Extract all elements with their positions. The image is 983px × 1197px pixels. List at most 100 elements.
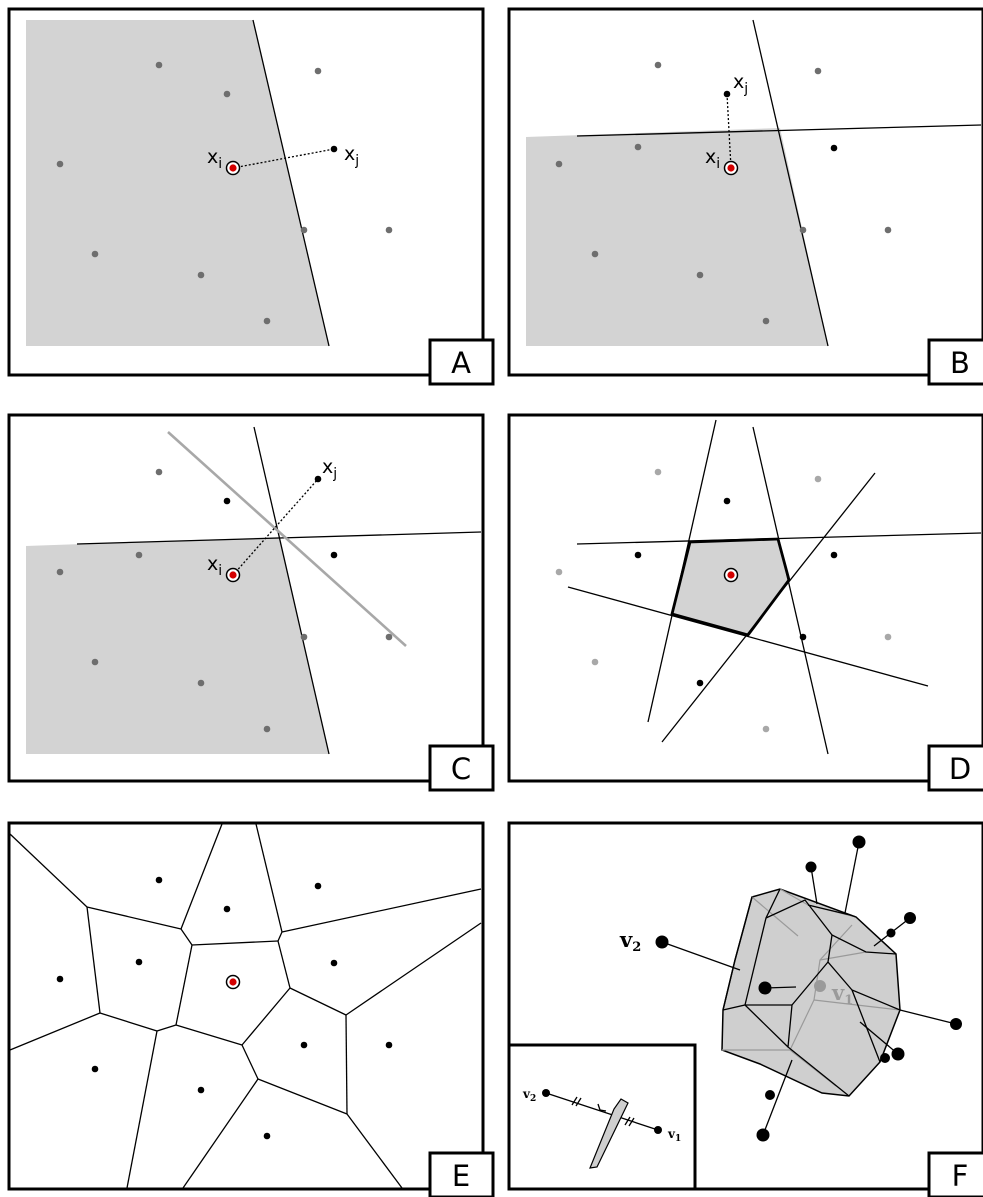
inset-tick [571, 1096, 578, 1106]
neighbor-point-xj [330, 145, 338, 153]
polyhedron-edge [827, 934, 901, 1011]
polyhedron-edge [807, 904, 857, 918]
site-point [385, 1041, 393, 1049]
site-point [385, 226, 393, 234]
panel-a-tag-box [428, 338, 495, 386]
site-point [314, 882, 322, 890]
panel-c-region [26, 537, 329, 754]
panel-c-tag: C [451, 752, 471, 786]
voronoi-edge [180, 928, 193, 946]
site-point [223, 905, 231, 913]
voronoi-edge [277, 940, 291, 989]
voronoi-edge [175, 1024, 243, 1046]
panel-d-points [555, 468, 892, 733]
voronoi-edge [257, 1078, 348, 1115]
panel-a-bisector [252, 19, 330, 347]
neighbor-point [852, 835, 866, 849]
panel-f-inset: v2 v1 [507, 1043, 697, 1191]
neighbor-point [765, 1090, 775, 1100]
site-point [263, 725, 271, 733]
voronoi-edge [126, 1030, 158, 1189]
stalk-line [762, 1059, 793, 1136]
panel-b-bisector-1 [752, 19, 829, 347]
panel-f: v2 v1 v2 v1 F [507, 821, 983, 1197]
panel-a-xi-label: xi [207, 146, 222, 172]
site-point [330, 959, 338, 967]
inset-v2-label: v2 [522, 1087, 536, 1104]
site-point [155, 468, 163, 476]
site-point [91, 250, 99, 258]
polyhedron-edge [722, 896, 753, 1011]
site-point [314, 67, 322, 75]
voronoi-edge [86, 906, 182, 930]
panel-a-points [56, 61, 393, 325]
voronoi-edge [346, 1113, 403, 1189]
highlighted-point-xi [225, 567, 241, 583]
panel-b-connector [726, 93, 732, 169]
panel-e-tag: E [452, 1159, 470, 1193]
voronoi-edge [99, 1012, 158, 1032]
site-point [634, 143, 642, 151]
site-point [56, 160, 64, 168]
neighbor-point [904, 912, 916, 924]
site-point [56, 568, 64, 576]
neighbor-point [696, 679, 704, 687]
polyhedron-edge [787, 961, 850, 1097]
stalk-line [810, 866, 818, 905]
panel-a-xj-label: xj [344, 143, 359, 169]
panel-d-tag: D [949, 752, 971, 786]
neighbor-point [880, 1053, 890, 1063]
site-point [155, 61, 163, 69]
panel-b-xj-label: xj [733, 71, 748, 97]
neighbor-point [830, 551, 838, 559]
site-point [591, 250, 599, 258]
voronoi-edge [255, 823, 283, 933]
hidden-edge [789, 924, 853, 1051]
voronoi-edge [182, 1078, 259, 1189]
inset-right-angle-mark [597, 1103, 607, 1112]
panel-f-v1-label: v1 [831, 980, 853, 1008]
panel-c-bisector-2 [76, 531, 482, 545]
panel-c-xi-label: xi [207, 553, 222, 579]
site-point [300, 1041, 308, 1049]
neighbor-point [805, 861, 817, 873]
neighbor-point [799, 633, 807, 641]
hidden-edge [813, 999, 901, 1011]
panel-d-bisector [567, 586, 929, 687]
panel-e: E [7, 821, 495, 1197]
neighbor-point-xj [723, 90, 731, 98]
inset-frame [507, 1043, 697, 1191]
site-point [263, 1132, 271, 1140]
panel-f-tag: F [952, 1159, 969, 1193]
site-point [197, 1086, 205, 1094]
site-point [591, 658, 599, 666]
neighbor-point [723, 497, 731, 505]
panel-d-bisector [661, 472, 876, 743]
site-point [814, 475, 822, 483]
neighbor-point [891, 1047, 905, 1061]
site-point [555, 160, 563, 168]
panel-d-bisector [752, 426, 829, 755]
site-point [385, 633, 393, 641]
panel-e-points [56, 876, 393, 1140]
inset-v1-label: v1 [667, 1127, 681, 1144]
voronoi-edge [289, 987, 347, 1016]
site-point [884, 633, 892, 641]
voronoi-edge [241, 987, 291, 1046]
voronoi-edge [241, 1044, 259, 1080]
highlighted-point-xi [723, 160, 739, 176]
site-point [555, 568, 563, 576]
voronoi-edge [156, 1024, 177, 1032]
inset-bisector-plane [589, 1098, 629, 1169]
hidden-edge [819, 951, 867, 961]
neighbor-point [950, 1018, 962, 1030]
panel-f-v2-label: v2 [619, 927, 641, 955]
voronoi-edge [9, 833, 88, 908]
previous-neighbor-point [223, 497, 231, 505]
panel-a-tag: A [451, 346, 471, 380]
central-point-v1 [814, 980, 826, 992]
site-point [135, 551, 143, 559]
panel-c-candidate-bisector [167, 431, 407, 647]
panel-c-points [56, 468, 393, 733]
